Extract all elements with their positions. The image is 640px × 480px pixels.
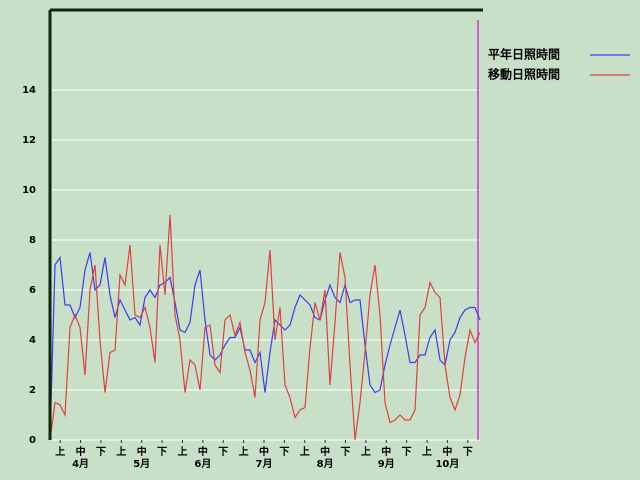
period-label: 中	[137, 445, 147, 458]
period-label: 中	[198, 445, 208, 458]
month-label: 5月	[133, 458, 150, 470]
period-label: 下	[402, 446, 412, 458]
period-label: 下	[218, 446, 228, 458]
period-label: 下	[341, 446, 351, 458]
month-label: 10月	[435, 458, 459, 470]
period-label: 上	[116, 445, 126, 458]
legend-label: 平年日照時間	[488, 47, 560, 62]
y-tick-label: 4	[29, 335, 36, 346]
legend-label: 移動日照時間	[488, 67, 560, 82]
month-label: 8月	[317, 458, 334, 470]
y-tick-label: 0	[29, 435, 36, 446]
series-line	[49, 214, 481, 441]
y-tick-label: 12	[22, 135, 36, 146]
period-label: 下	[96, 446, 106, 458]
y-tick-label: 2	[29, 385, 36, 396]
period-label: 下	[463, 446, 473, 458]
series-line	[49, 252, 481, 441]
period-label: 中	[320, 445, 330, 458]
month-label: 6月	[194, 458, 211, 470]
period-label: 上	[177, 445, 187, 458]
y-tick-label: 10	[22, 185, 36, 196]
period-label: 中	[259, 445, 269, 458]
period-label: 中	[76, 445, 86, 458]
period-label: 下	[157, 446, 167, 458]
period-label: 中	[381, 445, 391, 458]
period-label: 下	[279, 446, 289, 458]
period-label: 上	[55, 445, 65, 458]
month-label: 9月	[378, 458, 395, 470]
y-tick-label: 6	[29, 285, 36, 296]
y-tick-label: 14	[22, 85, 36, 96]
period-label: 上	[361, 445, 371, 458]
period-label: 中	[442, 445, 452, 458]
y-tick-label: 8	[29, 235, 36, 246]
month-label: 4月	[72, 458, 89, 470]
month-label: 7月	[256, 458, 273, 470]
period-label: 上	[300, 445, 310, 458]
period-label: 上	[422, 445, 432, 458]
period-label: 上	[239, 445, 249, 458]
